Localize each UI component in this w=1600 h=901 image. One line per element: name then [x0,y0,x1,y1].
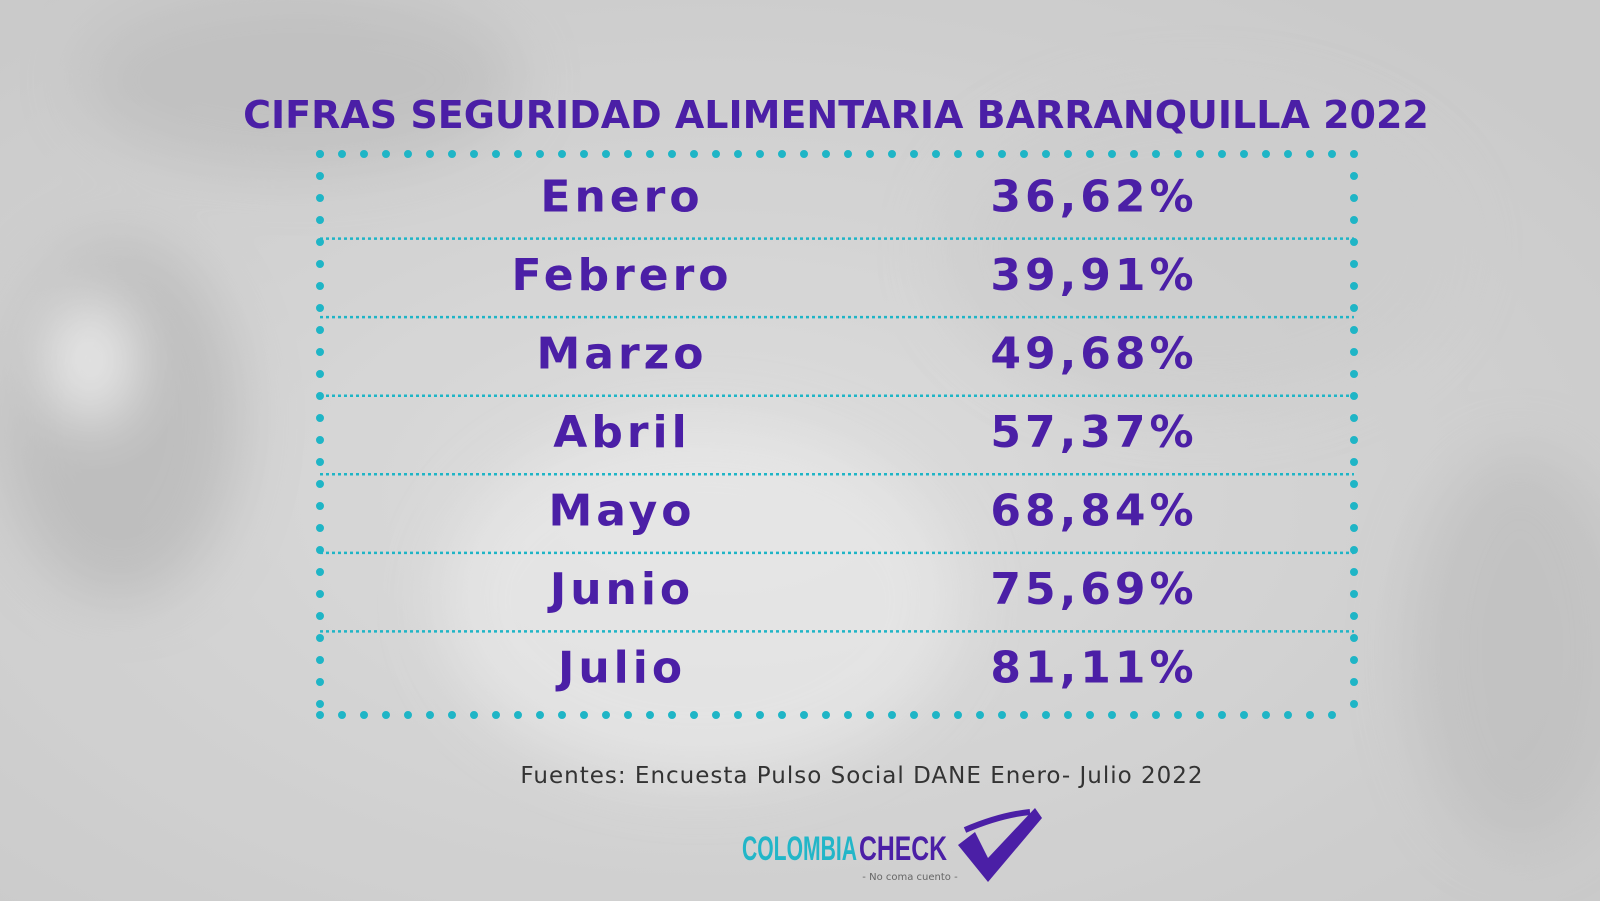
month: Julio [555,643,686,694]
logo-part2: CHECK [859,830,947,868]
month: Mayo [548,486,695,537]
percentage: 57,37% [990,407,1197,458]
month: Enero [540,171,703,222]
logo-part1: COLOMBIA [742,830,857,868]
percentage: 75,69% [990,564,1197,615]
percentage: 81,11% [990,643,1197,694]
month: Marzo [536,328,707,379]
table-border [316,150,1358,719]
logo-swoosh [963,809,1031,833]
table: Enero 36,62% Febrero 39,91% Marzo 49,68% Abril… [316,150,1358,719]
percentage: 49,68% [990,328,1197,379]
title: CIFRAS SEGURIDAD ALIMENTARIA BARRANQUILL… [243,93,1429,137]
background-photo [0,0,1600,850]
percentage: 68,84% [990,486,1197,537]
month: Abril [553,407,690,458]
source: Fuentes: Encuesta Pulso Social DANE Ener… [520,763,1203,789]
month: Febrero [511,250,732,301]
logo-tagline: - No coma cuento - [862,872,958,883]
logo-check [958,808,1042,882]
month: Junio [547,564,694,615]
logo: COLOMBIA CHECK - No coma cuento - [742,808,1042,883]
percentage: 36,62% [990,171,1197,222]
percentage: 39,91% [990,250,1197,301]
